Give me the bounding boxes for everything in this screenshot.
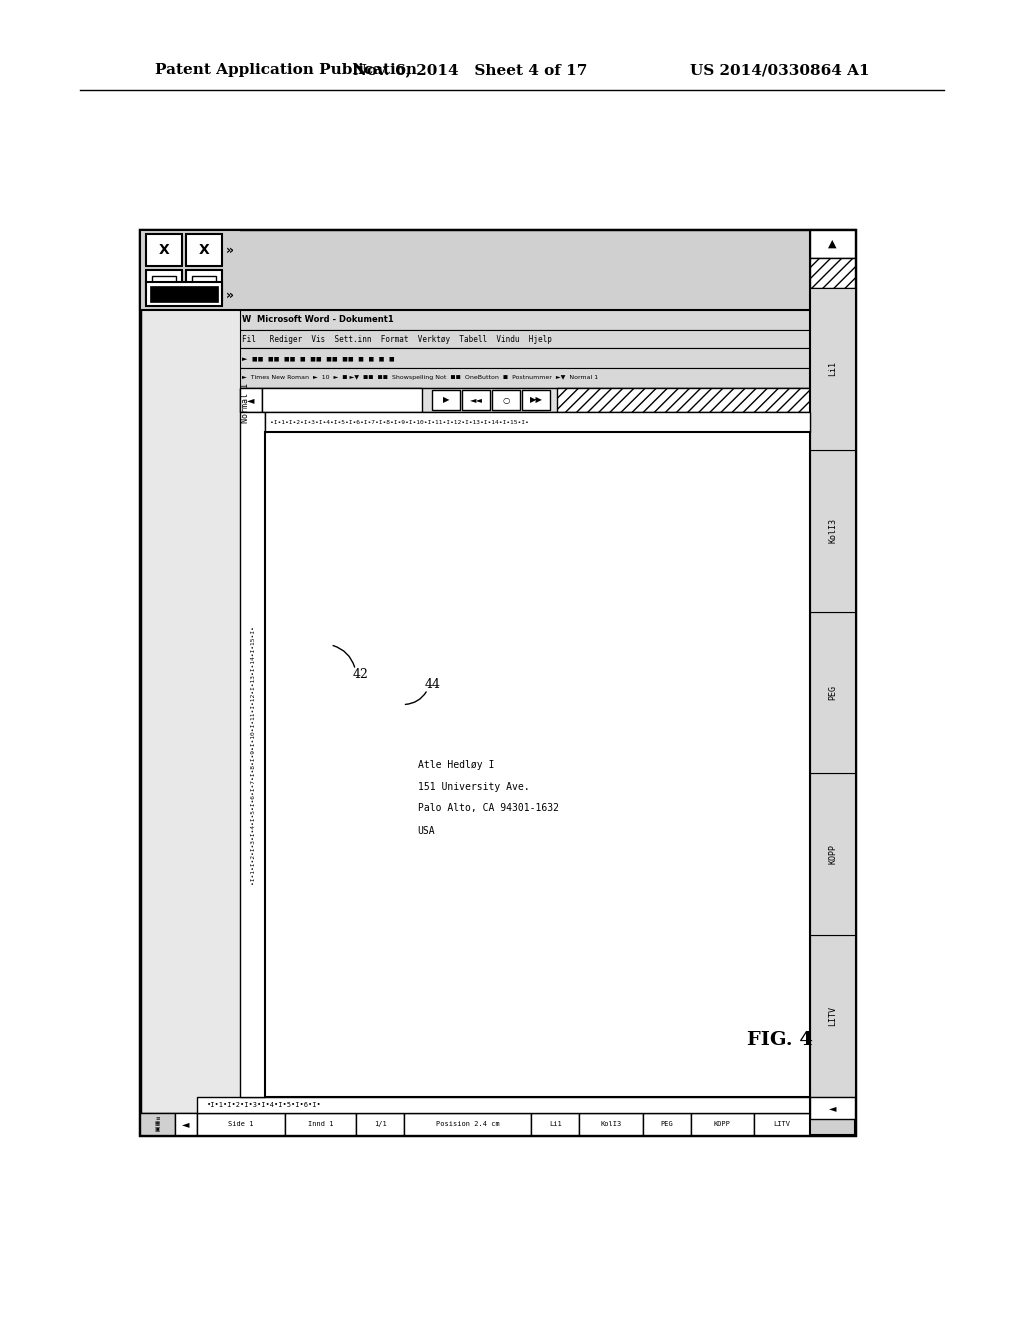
Text: ►  ◼◼  ◼◼  ◼◼  ◼  ◼◼  ◼◼  ◼◼  ◼  ◼  ◼  ◼: ► ◼◼ ◼◼ ◼◼ ◼ ◼◼ ◼◼ ◼◼ ◼ ◼ ◼ ◼ <box>242 355 394 360</box>
Text: Li1: Li1 <box>549 1121 561 1127</box>
Bar <box>240 388 262 412</box>
Bar <box>810 230 855 1135</box>
Bar <box>240 412 265 1097</box>
Bar <box>146 282 222 306</box>
Text: Innd 1: Innd 1 <box>307 1121 333 1127</box>
Bar <box>580 1113 643 1135</box>
Bar <box>140 230 855 1135</box>
Bar <box>186 234 222 267</box>
Bar <box>240 368 855 388</box>
Bar <box>531 1113 580 1135</box>
Text: Atle Hedløy I: Atle Hedløy I <box>418 759 494 770</box>
Bar <box>810 935 855 1097</box>
Bar <box>265 412 810 432</box>
Bar <box>557 388 810 412</box>
Text: ◄: ◄ <box>828 1104 837 1113</box>
Text: ▲: ▲ <box>828 239 837 249</box>
Bar <box>150 286 218 302</box>
Text: Fil   Rediger  Vis  Sett.inn  Format  Verktøy  Tabell  Vindu  Hjelp: Fil Rediger Vis Sett.inn Format Verktøy … <box>242 334 552 343</box>
Text: Nov. 6, 2014   Sheet 4 of 17: Nov. 6, 2014 Sheet 4 of 17 <box>353 63 587 77</box>
Text: ▶: ▶ <box>442 396 450 404</box>
Text: Palo Alto, CA 94301-1632: Palo Alto, CA 94301-1632 <box>418 804 559 813</box>
Bar <box>690 1113 755 1135</box>
Text: »: » <box>226 289 234 301</box>
Text: 44: 44 <box>425 678 440 690</box>
Bar <box>810 288 855 450</box>
Text: »: » <box>226 243 234 256</box>
Text: ≡
▦
▣: ≡ ▦ ▣ <box>155 1115 160 1133</box>
Bar <box>152 276 176 296</box>
Text: 1/1: 1/1 <box>374 1121 386 1127</box>
Bar <box>810 774 855 935</box>
Text: Posision 2.4 cm: Posision 2.4 cm <box>436 1121 500 1127</box>
Text: 151 University Ave.: 151 University Ave. <box>418 781 529 792</box>
Bar <box>197 1097 810 1113</box>
Text: PEG: PEG <box>828 685 837 700</box>
Bar <box>810 1097 855 1119</box>
Bar <box>810 230 855 257</box>
Bar <box>240 310 855 330</box>
Text: •I•1•I•2•I•3•I•4•I•5•I•6•I•7•I•8•I•9•I•10•I•11•I•12•I•13•I•14•I•15•I•: •I•1•I•2•I•3•I•4•I•5•I•6•I•7•I•8•I•9•I•1… <box>250 626 255 884</box>
Text: ◄: ◄ <box>247 395 255 405</box>
Bar <box>197 1113 285 1135</box>
Bar <box>755 1113 810 1135</box>
Bar <box>186 271 222 302</box>
Bar <box>462 389 490 411</box>
Bar <box>643 1113 690 1135</box>
Text: ◄: ◄ <box>182 1119 189 1129</box>
Text: •I•1•I•2•I•3•I•4•I•5•I•6•I•7•I•8•I•9•I•10•I•11•I•12•I•13•I•14•I•15•I•: •I•1•I•2•I•3•I•4•I•5•I•6•I•7•I•8•I•9•I•1… <box>270 420 528 425</box>
Bar <box>193 276 216 296</box>
Text: USA: USA <box>418 825 435 836</box>
Text: X: X <box>199 243 209 257</box>
Bar <box>265 432 810 1097</box>
Bar <box>492 389 520 411</box>
Bar <box>522 389 550 411</box>
Bar <box>140 1113 175 1135</box>
Text: KolI3: KolI3 <box>600 1121 622 1127</box>
Text: •I•1•I•2•I•3•I•4•I•5•I•6•I•: •I•1•I•2•I•3•I•4•I•5•I•6•I• <box>207 1102 322 1107</box>
Bar <box>240 388 855 412</box>
Text: ◄◄: ◄◄ <box>469 396 482 404</box>
Text: 42: 42 <box>352 668 369 681</box>
Text: LITV: LITV <box>774 1121 791 1127</box>
Text: Patent Application Publication: Patent Application Publication <box>155 63 417 77</box>
Text: Li1: Li1 <box>828 362 837 376</box>
Text: PEG: PEG <box>660 1121 673 1127</box>
Bar <box>810 257 855 288</box>
Text: X: X <box>159 243 169 257</box>
Text: Normal 1: Normal 1 <box>241 383 250 422</box>
Text: LITV: LITV <box>828 1006 837 1026</box>
Text: ►  Times New Roman  ►  10  ►  ◼ ►▼  ◼◼  ◼◼  Showspelling Not  ◼◼  OneButton  ◼  : ► Times New Roman ► 10 ► ◼ ►▼ ◼◼ ◼◼ Show… <box>242 375 598 380</box>
Text: FIG. 4: FIG. 4 <box>748 1031 813 1049</box>
Text: ○: ○ <box>503 396 510 404</box>
Bar <box>810 611 855 774</box>
Bar <box>404 1113 531 1135</box>
Bar <box>146 271 182 302</box>
Bar <box>240 348 855 368</box>
Text: KOPP: KOPP <box>714 1121 731 1127</box>
Bar <box>140 230 855 310</box>
Text: KOPP: KOPP <box>828 845 837 865</box>
Bar <box>262 388 422 412</box>
Text: W  Microsoft Word - Dokument1: W Microsoft Word - Dokument1 <box>242 315 394 325</box>
Text: US 2014/0330864 A1: US 2014/0330864 A1 <box>690 63 870 77</box>
Text: KolI3: KolI3 <box>828 519 837 544</box>
Bar <box>146 234 182 267</box>
Bar <box>356 1113 404 1135</box>
Text: ▶▶: ▶▶ <box>529 396 543 404</box>
Bar <box>285 1113 356 1135</box>
Bar <box>432 389 460 411</box>
Bar <box>810 450 855 611</box>
Text: Side 1: Side 1 <box>228 1121 254 1127</box>
Bar <box>175 1113 197 1135</box>
Bar <box>240 330 855 348</box>
Bar <box>140 1113 855 1135</box>
